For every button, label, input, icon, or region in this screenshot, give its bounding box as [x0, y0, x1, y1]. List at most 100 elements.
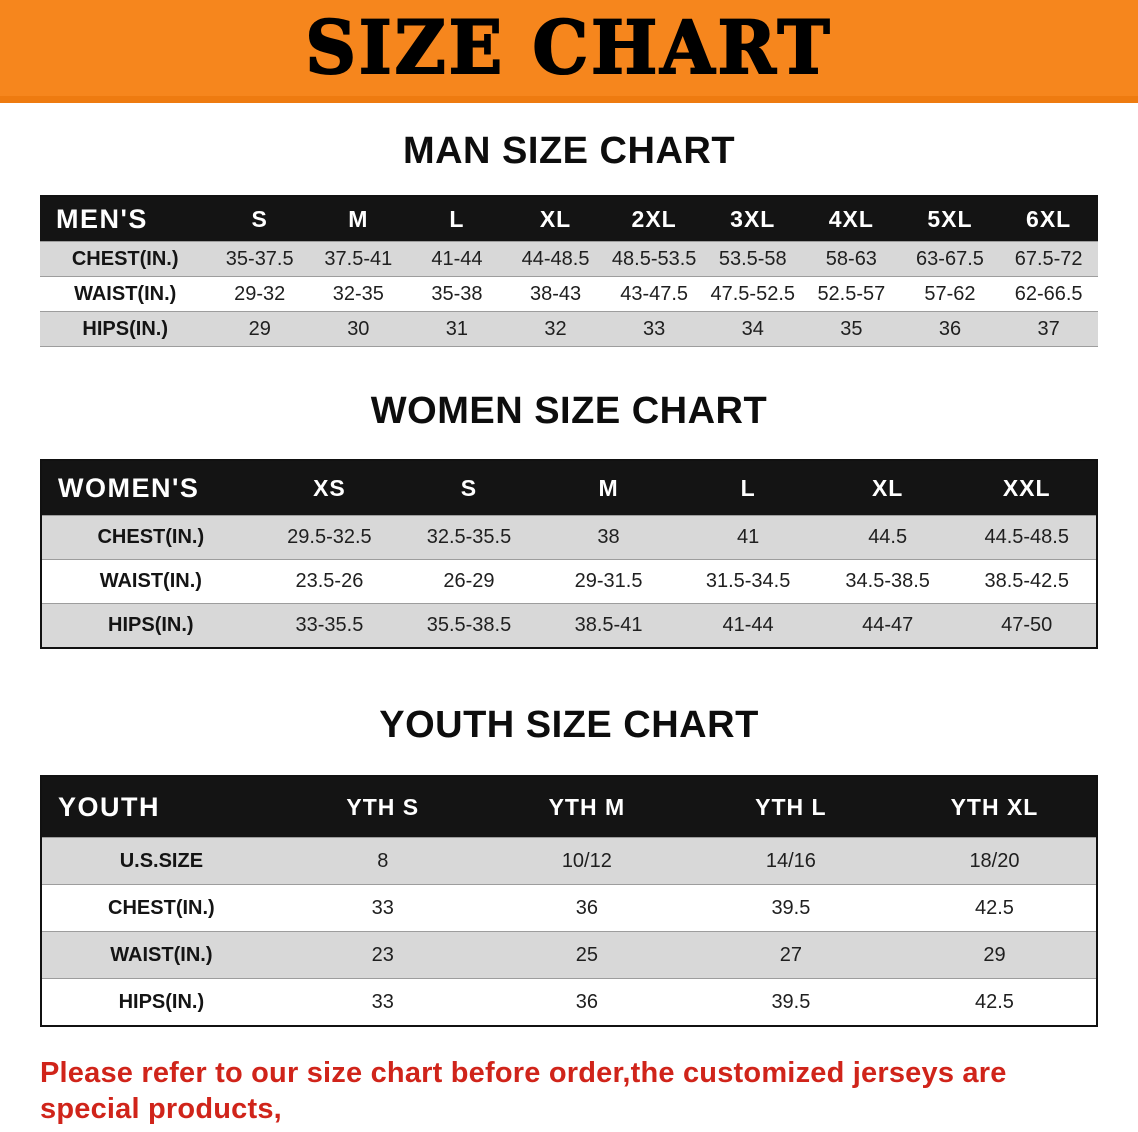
size-cell: 30 — [347, 317, 370, 340]
size-cell: 38.5-42.5 — [984, 570, 1069, 592]
size-cell: 35-37.5 — [225, 247, 294, 270]
banner: SIZE CHART — [0, 0, 1138, 103]
size-cell: 38.5-41 — [574, 614, 643, 636]
size-cell: 37 — [1037, 317, 1060, 340]
column-header: XL — [817, 460, 958, 516]
column-header: M — [538, 460, 679, 516]
size-cell: 62-66.5 — [1014, 282, 1083, 305]
size-cell: 58-63 — [825, 247, 877, 270]
column-header: S — [399, 460, 539, 516]
table-header-row: YOUTH YTH S YTH M YTH L YTH XL — [41, 776, 1097, 838]
column-header: YTH XL — [892, 776, 1097, 838]
table-row: CHEST(IN.) 35-37.5 37.5-41 41-44 44-48.5 48.5… — [40, 241, 1098, 277]
table-header-row: WOMEN'S XS S M L XL XXL — [41, 460, 1097, 516]
size-cell: 35 — [840, 317, 863, 340]
column-header: XS — [259, 460, 400, 516]
size-cell: 31 — [445, 317, 469, 340]
size-cell: 8 — [377, 849, 389, 872]
size-cell: 67.5-72 — [1014, 247, 1083, 270]
column-header: YTH M — [484, 776, 689, 838]
table-row: WAIST(IN.) 23.5-26 26-29 29-31.5 31.5-34.5 34… — [41, 559, 1097, 604]
disclaimer: Please refer to our size chart before or… — [40, 1027, 1098, 1132]
size-cell: 38 — [597, 526, 620, 548]
row-label: HIPS(IN.) — [108, 614, 194, 636]
size-cell: 32-35 — [332, 282, 384, 305]
size-cell: 41-44 — [431, 247, 483, 270]
size-cell: 44-48.5 — [521, 247, 590, 270]
column-header: XL — [506, 196, 605, 242]
row-label: CHEST(IN.) — [71, 247, 179, 270]
size-cell: 42.5 — [975, 896, 1014, 919]
table-row: U.S.SIZE 8 10/12 14/16 18/20 — [41, 837, 1097, 885]
disclaimer-line-1: Please refer to our size chart before or… — [40, 1057, 1007, 1125]
column-header: S — [210, 196, 310, 242]
youth-section-heading: YOUTH SIZE CHART — [379, 704, 759, 746]
row-label: WAIST(IN.) — [110, 943, 213, 966]
size-cell: 37.5-41 — [324, 247, 393, 270]
column-header: XXL — [957, 460, 1097, 516]
column-header: 2XL — [604, 196, 704, 242]
table-row: CHEST(IN.) 33 36 39.5 42.5 — [41, 884, 1097, 932]
size-cell: 35-38 — [431, 282, 483, 305]
size-chart-page: MAN SIZE CHART MEN'S S M L XL 2XL 3XL 4XL 5XL 6XL… — [0, 103, 1138, 1132]
size-cell: 33 — [371, 990, 394, 1013]
size-cell: 33 — [643, 317, 666, 340]
table-row: WAIST(IN.) 23 25 27 29 — [41, 931, 1097, 979]
row-label: U.S.SIZE — [119, 849, 204, 872]
size-cell: 41 — [736, 526, 760, 548]
size-cell: 38-43 — [529, 282, 582, 305]
size-cell: 41-44 — [722, 614, 774, 636]
size-cell: 44.5 — [868, 526, 908, 548]
table-row: WAIST(IN.) 29-32 32-35 35-38 38-43 43-47.5 47.… — [40, 276, 1098, 312]
table-row: HIPS(IN.) 33-35.5 35.5-38.5 38.5-41 41-44 44-… — [41, 603, 1097, 648]
size-cell: 34 — [741, 317, 764, 340]
size-cell: 44.5-48.5 — [984, 526, 1069, 548]
size-cell: 29-32 — [234, 282, 286, 305]
size-cell: 29-31.5 — [574, 570, 643, 592]
table-title-cell: YOUTH — [41, 776, 281, 838]
size-cell: 33 — [371, 896, 394, 919]
table-header-row: MEN'S S M L XL 2XL 3XL 4XL 5XL 6XL — [40, 196, 1098, 242]
size-cell: 14/16 — [765, 849, 816, 872]
size-cell: 44-47 — [862, 614, 914, 636]
row-label: HIPS(IN.) — [82, 317, 168, 340]
column-header: L — [407, 196, 507, 242]
size-cell: 29 — [983, 943, 1006, 966]
women-size-section: WOMEN SIZE CHART WOMEN'S XS S M L XL XXL CHEST(… — [40, 347, 1098, 649]
size-cell: 36 — [575, 896, 598, 919]
size-cell: 52.5-57 — [817, 282, 886, 305]
size-cell: 42.5 — [975, 990, 1014, 1013]
size-cell: 18/20 — [969, 849, 1020, 872]
row-label: CHEST(IN.) — [108, 896, 215, 919]
size-cell: 32.5-35.5 — [426, 526, 512, 548]
size-cell: 29 — [248, 317, 271, 340]
column-header: 4XL — [802, 196, 901, 242]
men-section-heading: MAN SIZE CHART — [402, 130, 736, 172]
size-cell: 27 — [779, 943, 803, 966]
size-cell: 47-50 — [1001, 614, 1053, 636]
banner-title: SIZE CHART — [304, 3, 833, 92]
table-title-cell: WOMEN'S — [41, 460, 260, 516]
size-cell: 63-67.5 — [916, 247, 984, 270]
column-header: YTH S — [280, 776, 485, 838]
men-size-table: MEN'S S M L XL 2XL 3XL 4XL 5XL 6XL CHEST(IN.) 35-37… — [40, 195, 1098, 347]
row-label: WAIST(IN.) — [99, 570, 202, 592]
women-size-table: WOMEN'S XS S M L XL XXL CHEST(IN.) 29.5-32.5 32.5… — [40, 459, 1098, 649]
size-cell: 53.5-58 — [718, 247, 787, 270]
women-section-heading: WOMEN SIZE CHART — [370, 390, 768, 432]
size-cell: 39.5 — [771, 896, 811, 919]
size-cell: 10/12 — [561, 849, 612, 872]
youth-size-section: YOUTH SIZE CHART YOUTH YTH S YTH M YTH L YTH… — [40, 649, 1098, 1027]
size-cell: 34.5-38.5 — [845, 570, 930, 592]
size-cell: 35.5-38.5 — [426, 614, 512, 636]
size-cell: 43-47.5 — [620, 282, 689, 305]
size-cell: 39.5 — [771, 990, 811, 1013]
column-header: L — [678, 460, 818, 516]
size-cell: 26-29 — [443, 570, 495, 592]
size-cell: 48.5-53.5 — [611, 247, 697, 270]
table-title-cell: MEN'S — [40, 196, 211, 242]
row-label: HIPS(IN.) — [118, 990, 205, 1013]
row-label: WAIST(IN.) — [74, 282, 177, 305]
size-cell: 32 — [544, 317, 567, 340]
column-header: M — [309, 196, 408, 242]
